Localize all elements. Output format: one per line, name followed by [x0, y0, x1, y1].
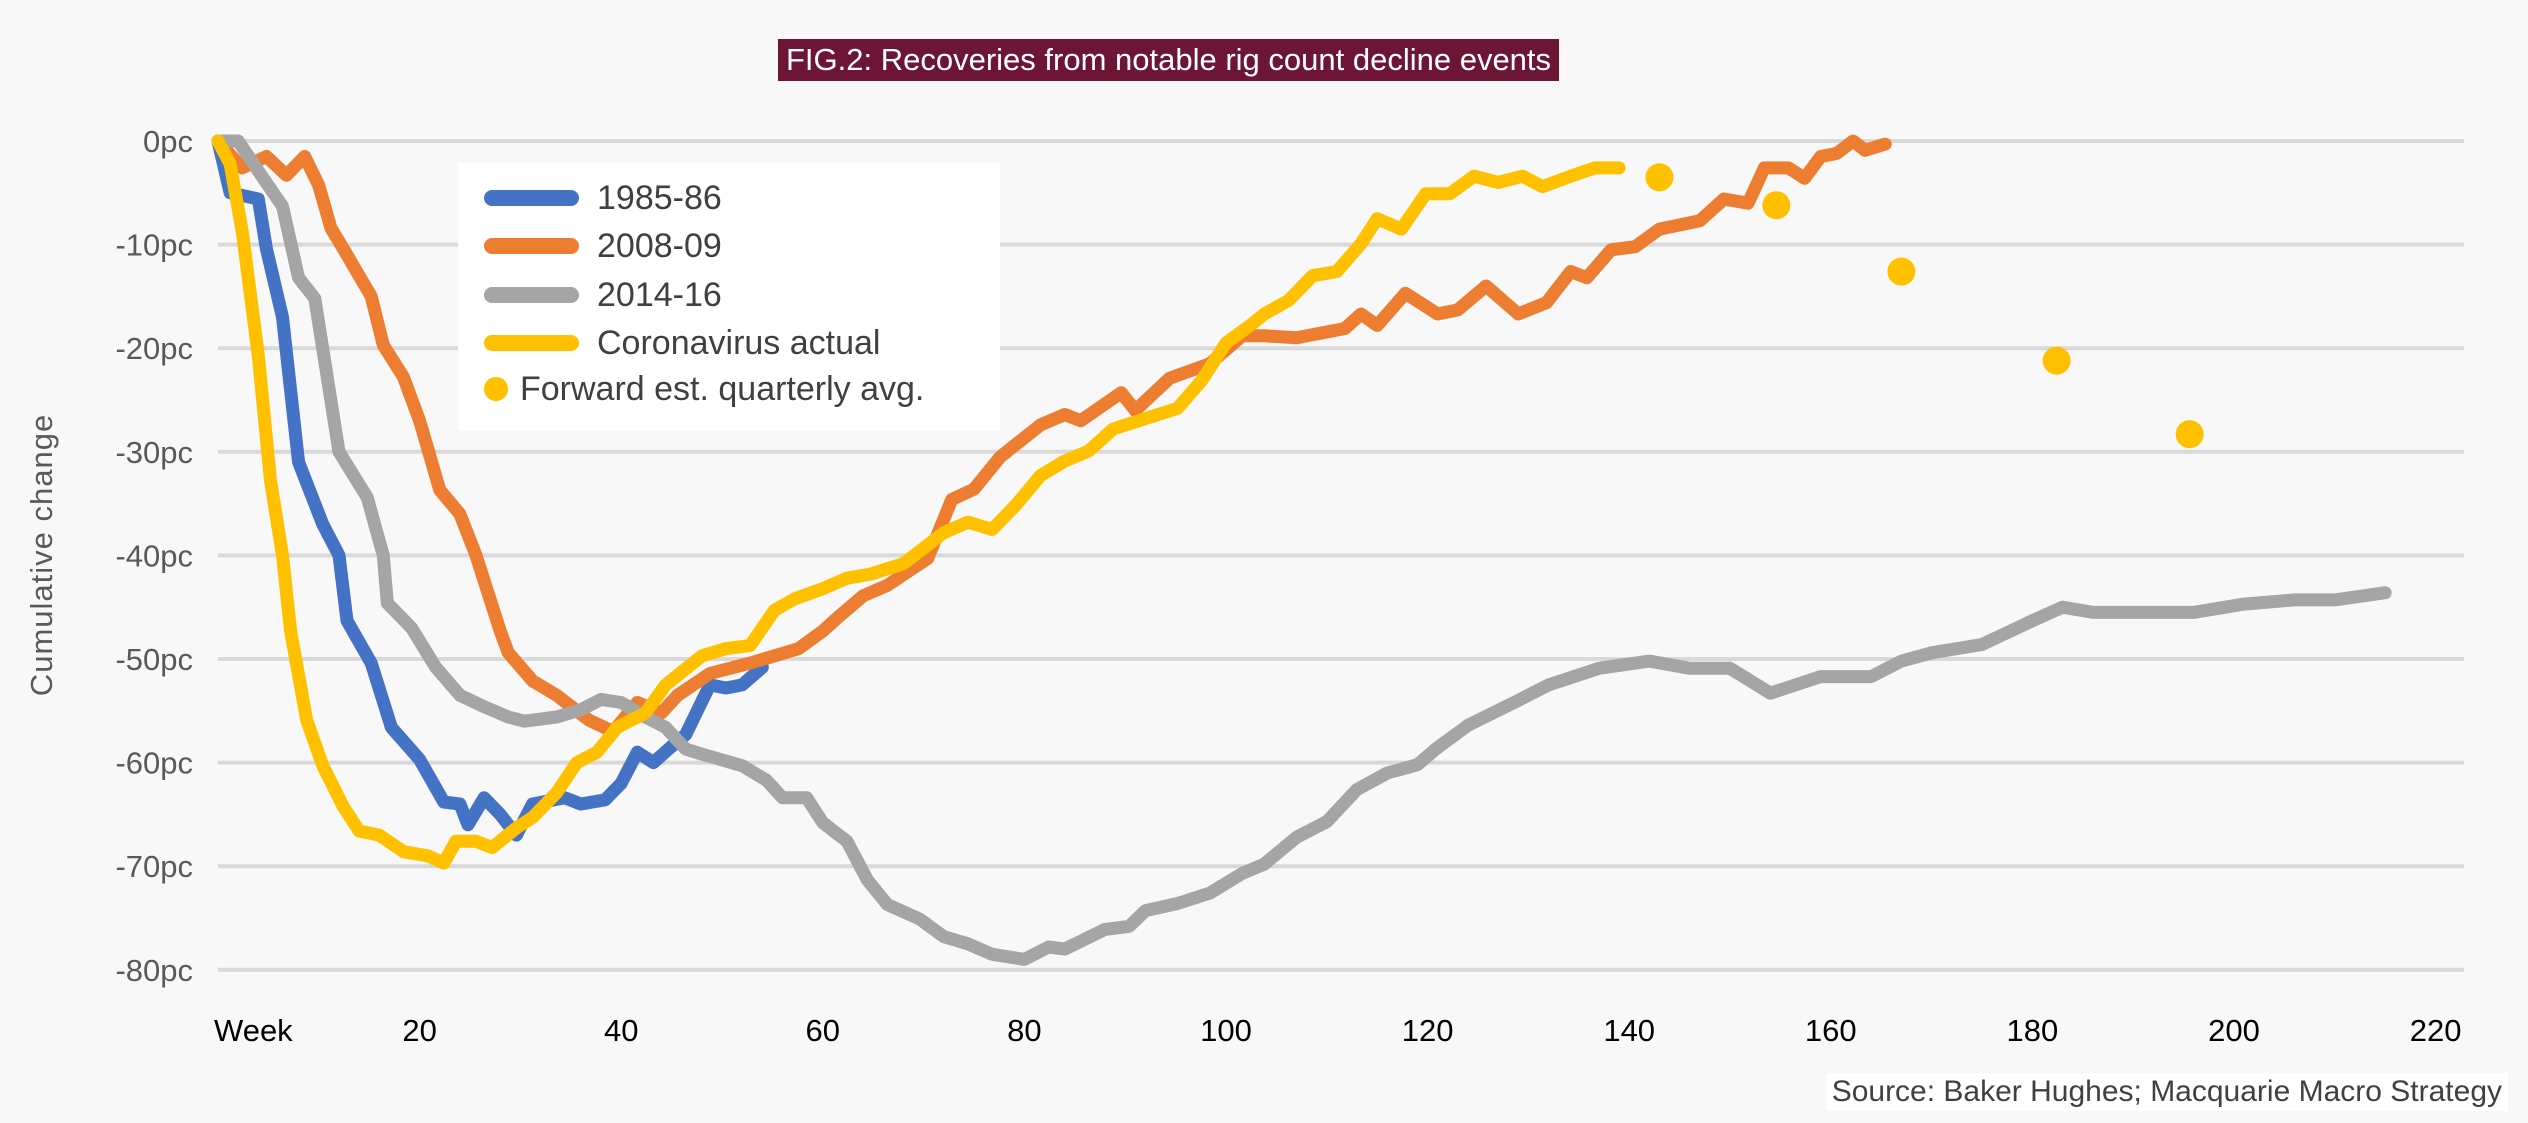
chart-title: FIG.2: Recoveries from notable rig count…	[778, 39, 1560, 81]
y-tick-label: 0pc	[143, 124, 193, 159]
y-axis-tick-labels: 0pc -10pc -20pc -30pc -40pc -50pc -60pc -70pc -8…	[115, 124, 193, 988]
forward-estimate-point	[2175, 420, 2204, 449]
legend-item-forward-estimate: Forward est. quarterly avg.	[484, 369, 924, 409]
series-layer	[211, 134, 2392, 966]
y-axis-title: Cumulative change	[24, 414, 59, 696]
forward-estimate-point	[2042, 346, 2071, 375]
legend-swatch	[484, 190, 579, 206]
y-tick-label: -50pc	[115, 642, 193, 677]
legend-label: Forward est. quarterly avg.	[520, 369, 925, 408]
x-tick-label: 60	[806, 1013, 840, 1048]
x-tick-label: 180	[2007, 1013, 2059, 1048]
x-tick-label: 220	[2410, 1013, 2462, 1048]
forward-estimate-point	[1762, 191, 1791, 220]
forward-estimate-point	[1887, 257, 1916, 286]
x-tick-label: 120	[1402, 1013, 1454, 1048]
series-line-coronavirus-actual	[211, 134, 1626, 870]
x-tick-label: 200	[2208, 1013, 2260, 1048]
y-tick-label: -80pc	[115, 953, 193, 988]
series-line-1985-86	[211, 134, 769, 842]
x-tick-label: 80	[1007, 1013, 1041, 1048]
y-tick-label: -40pc	[115, 538, 193, 573]
y-tick-label: -10pc	[115, 228, 193, 263]
y-tick-label: -70pc	[115, 849, 193, 884]
x-tick-label: Week	[214, 1013, 293, 1048]
forward-estimate-point	[1645, 163, 1674, 192]
legend-item-coronavirus-actual: Coronavirus actual	[484, 323, 880, 363]
x-axis-tick-labels: Week 20 40 60 80 100 120 140 160 180 200 220	[214, 1013, 2461, 1048]
x-tick-label: 20	[402, 1013, 436, 1048]
legend-item-1985-86: 1985-86	[484, 178, 722, 218]
y-tick-label: -60pc	[115, 746, 193, 781]
legend-item-2014-16: 2014-16	[484, 275, 722, 315]
legend-marker	[484, 377, 508, 401]
source-note: Source: Baker Hughes; Macquarie Macro St…	[1825, 1073, 2508, 1111]
y-tick-label: -30pc	[115, 435, 193, 470]
x-tick-label: 160	[1805, 1013, 1857, 1048]
legend-swatch	[484, 238, 579, 254]
legend-swatch	[484, 335, 579, 351]
x-tick-label: 40	[604, 1013, 638, 1048]
legend: 1985-86 2008-09 2014-16 Coronavirus actu…	[458, 163, 1000, 431]
legend-label: 1985-86	[597, 178, 722, 217]
legend-swatch	[484, 287, 579, 303]
x-tick-label: 140	[1603, 1013, 1655, 1048]
x-tick-label: 100	[1200, 1013, 1252, 1048]
legend-item-2008-09: 2008-09	[484, 226, 722, 266]
legend-label: 2014-16	[597, 275, 722, 314]
legend-label: Coronavirus actual	[597, 323, 881, 362]
y-tick-label: -20pc	[115, 331, 193, 366]
series-line-2014-16	[211, 134, 2392, 966]
series-line-2008-09	[211, 134, 1892, 738]
legend-label: 2008-09	[597, 226, 722, 265]
